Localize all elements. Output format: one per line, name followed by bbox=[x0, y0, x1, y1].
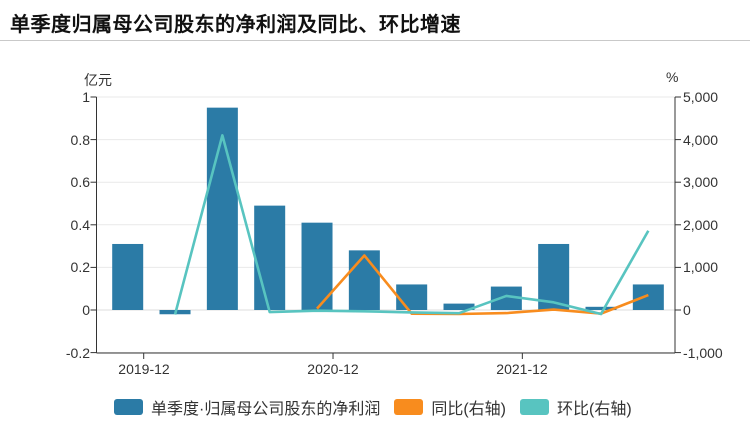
bar-2021-09[interactable] bbox=[443, 303, 475, 310]
legend-item-net-profit[interactable]: 单季度·归属母公司股东的净利润 bbox=[114, 395, 380, 419]
bar-2021-12[interactable] bbox=[490, 286, 522, 310]
y-right-tick-label: -1,000 bbox=[683, 345, 723, 361]
bar-2020-06[interactable] bbox=[206, 107, 238, 311]
x-tick-label: 2019-12 bbox=[118, 361, 170, 377]
y-right-tick-label: 4,000 bbox=[683, 132, 719, 148]
bar-2022-03[interactable] bbox=[538, 243, 570, 310]
qoq-line bbox=[173, 134, 650, 316]
legend-label-net-profit: 单季度·归属母公司股东的净利润 bbox=[151, 401, 381, 418]
x-tick-label: 2020-12 bbox=[307, 361, 359, 377]
y-right-tick-label: 5,000 bbox=[683, 89, 719, 105]
y-left-tick-label: 0.2 bbox=[70, 259, 90, 275]
bar-2019-12[interactable] bbox=[112, 243, 144, 310]
y-right-tick-label: 3,000 bbox=[683, 174, 719, 190]
bar-2020-09[interactable] bbox=[254, 205, 286, 310]
y-right-tick-label: 1,000 bbox=[683, 259, 719, 275]
legend: 单季度·归属母公司股东的净利润 同比(右轴) 环比(右轴) bbox=[114, 395, 632, 419]
title-divider bbox=[0, 40, 750, 41]
bar-2022-06[interactable] bbox=[585, 306, 617, 310]
legend-label-qoq: 环比(右轴) bbox=[557, 401, 632, 418]
legend-swatch-qoq bbox=[520, 399, 550, 415]
y-left-tick-label: -0.2 bbox=[65, 345, 90, 361]
y-right-tick-label: 0 bbox=[683, 302, 691, 318]
right-axis-unit-label: % bbox=[666, 69, 679, 85]
legend-label-yoy: 同比(右轴) bbox=[431, 401, 507, 418]
left-axis-unit-label: 亿元 bbox=[84, 72, 112, 88]
y-right-tick-label: 2,000 bbox=[683, 217, 719, 233]
bar-2021-06[interactable] bbox=[396, 284, 428, 310]
legend-item-qoq[interactable]: 环比(右轴) bbox=[520, 395, 632, 419]
bar-2022-09[interactable] bbox=[632, 284, 664, 310]
chart-title: 单季度归属母公司股东的净利润及同比、环比增速 bbox=[10, 14, 461, 36]
x-tick-label: 2021-12 bbox=[496, 361, 548, 377]
y-left-tick-label: 0.6 bbox=[70, 174, 90, 190]
legend-item-yoy[interactable]: 同比(右轴) bbox=[394, 395, 506, 419]
legend-swatch-yoy bbox=[394, 399, 424, 415]
y-left-tick-label: 0.8 bbox=[70, 132, 90, 148]
bar-2021-03[interactable] bbox=[348, 250, 380, 310]
y-left-tick-label: 0 bbox=[82, 302, 90, 318]
y-left-tick-label: 1 bbox=[82, 89, 90, 105]
legend-swatch-net-profit bbox=[114, 399, 143, 415]
y-left-tick-label: 0.4 bbox=[70, 217, 90, 233]
